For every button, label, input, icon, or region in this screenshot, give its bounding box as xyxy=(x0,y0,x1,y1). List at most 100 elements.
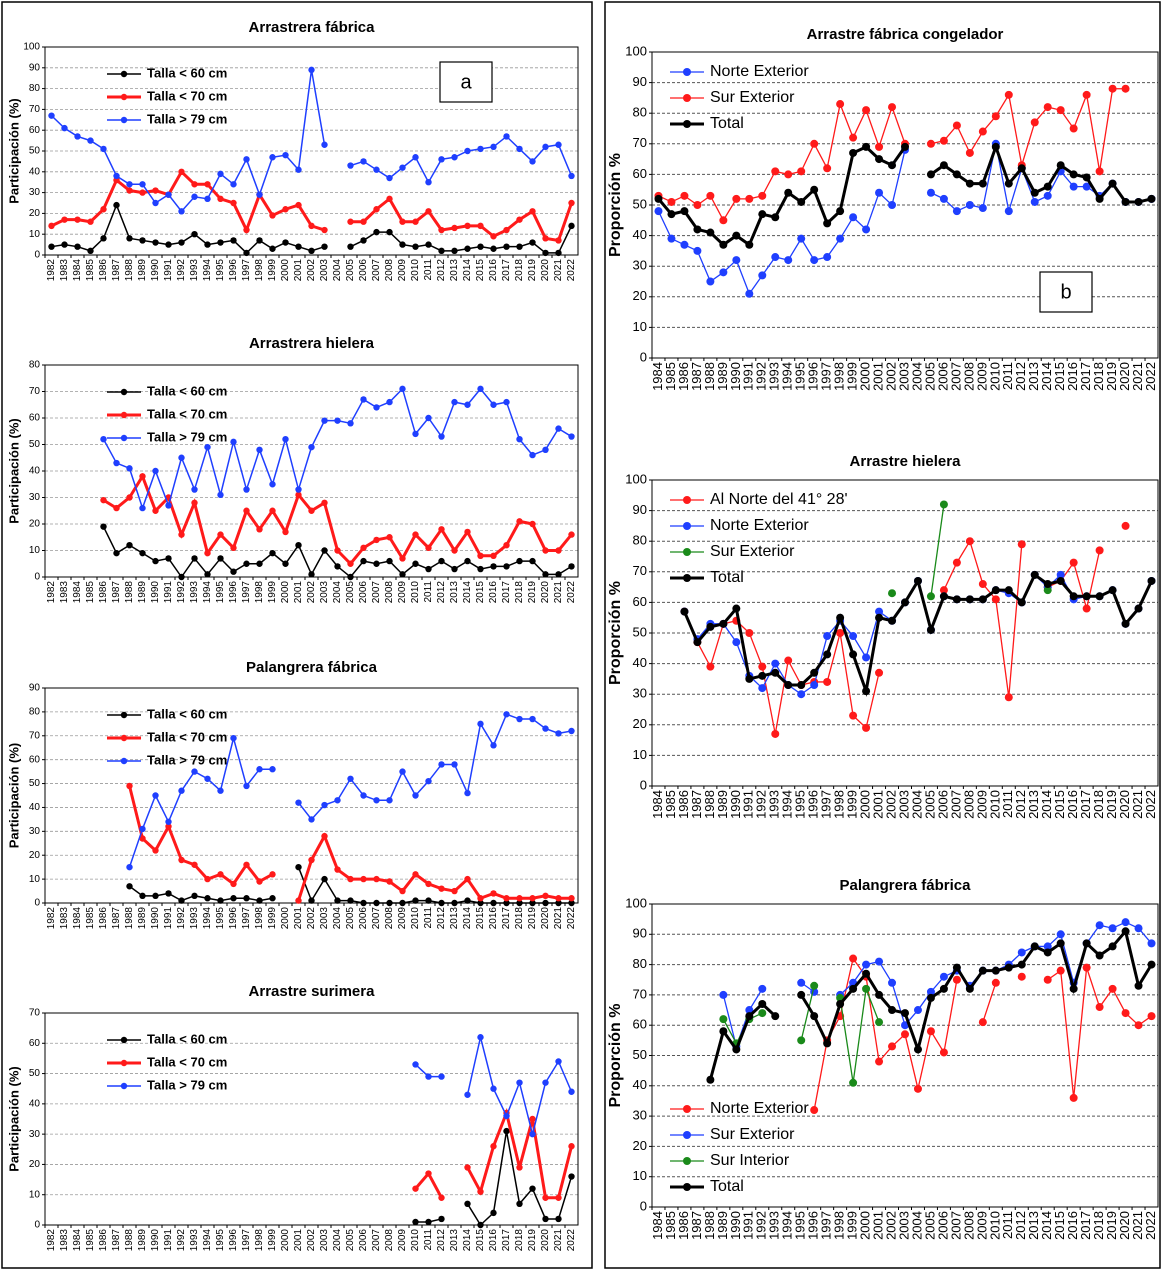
x-tick-label: 1995 xyxy=(215,259,226,282)
legend-marker xyxy=(683,522,691,530)
x-tick-label: 1997 xyxy=(241,1229,252,1252)
x-tick-label: 2009 xyxy=(974,790,989,819)
x-tick-label: 2015 xyxy=(1052,790,1067,819)
y-tick-label: 40 xyxy=(633,227,647,242)
x-tick-label: 2006 xyxy=(358,581,369,604)
x-tick-label: 1997 xyxy=(819,790,834,819)
x-tick-label: 2012 xyxy=(436,1229,447,1252)
data-point xyxy=(516,216,523,223)
data-point xyxy=(1004,693,1013,702)
data-point xyxy=(477,243,484,250)
data-point xyxy=(321,801,328,809)
data-point xyxy=(542,547,549,554)
x-tick-label: 2000 xyxy=(858,790,873,819)
x-tick-label: 2001 xyxy=(870,1211,885,1240)
data-point xyxy=(295,166,302,173)
data-point xyxy=(1069,984,1078,993)
data-point xyxy=(810,185,819,194)
x-tick-label: 2006 xyxy=(935,1211,950,1240)
x-tick-label: 1996 xyxy=(228,907,239,930)
data-point xyxy=(477,1221,484,1229)
y-tick-label: 40 xyxy=(633,1077,647,1092)
x-tick-label: 2022 xyxy=(566,581,577,604)
x-tick-label: 1989 xyxy=(715,790,730,819)
data-point xyxy=(113,504,120,512)
x-tick-label: 2009 xyxy=(397,907,408,930)
plot-frame xyxy=(44,1012,579,1226)
data-point xyxy=(334,563,341,570)
data-point xyxy=(913,576,922,585)
data-point xyxy=(836,613,845,622)
data-point xyxy=(516,557,523,565)
data-point xyxy=(849,711,858,720)
data-point xyxy=(965,984,974,993)
series-line xyxy=(350,135,573,184)
x-tick-label: 2009 xyxy=(397,581,408,604)
data-point xyxy=(836,207,845,216)
data-point xyxy=(412,792,419,799)
data-point xyxy=(373,899,380,907)
data-point xyxy=(888,1006,897,1015)
x-tick-label: 2020 xyxy=(1117,1211,1132,1240)
data-point xyxy=(217,195,224,203)
x-tick-label: 1989 xyxy=(137,259,148,282)
data-point xyxy=(165,241,172,248)
data-point xyxy=(425,1073,432,1080)
plot-frame xyxy=(651,479,1159,787)
x-tick-label: 2013 xyxy=(449,1229,460,1252)
x-tick-label: 2022 xyxy=(1143,362,1158,391)
data-point xyxy=(204,775,211,782)
data-point xyxy=(503,1112,510,1120)
data-point xyxy=(477,565,484,573)
data-point xyxy=(282,560,289,567)
x-tick-label: 2016 xyxy=(488,1229,499,1252)
data-point xyxy=(464,789,471,797)
x-tick-label: 2002 xyxy=(883,362,898,391)
legend-label: Talla < 60 cm xyxy=(147,65,227,80)
data-point xyxy=(758,1009,767,1018)
data-point xyxy=(823,1039,832,1048)
data-point xyxy=(952,207,961,216)
data-point xyxy=(425,208,432,215)
data-point xyxy=(836,999,845,1008)
x-tick-label: 1994 xyxy=(780,362,795,391)
data-point xyxy=(360,875,367,883)
x-tick-label: 1982 xyxy=(46,581,57,604)
data-point xyxy=(152,199,159,207)
data-point xyxy=(360,544,367,552)
data-point xyxy=(139,473,146,480)
data-point xyxy=(542,1215,549,1223)
legend-marker xyxy=(120,711,128,719)
y-tick-label: 50 xyxy=(29,146,41,157)
data-point xyxy=(667,234,676,243)
data-point xyxy=(991,142,1000,151)
series-line xyxy=(722,988,763,1049)
x-tick-label: 2012 xyxy=(1013,1211,1028,1240)
data-point xyxy=(477,222,484,230)
data-point xyxy=(126,494,133,501)
data-point xyxy=(477,720,484,728)
data-point xyxy=(706,191,715,200)
data-point xyxy=(849,954,858,963)
data-point xyxy=(1056,939,1065,948)
x-tick-label: 1998 xyxy=(254,259,265,282)
data-point xyxy=(875,957,884,966)
legend-label: Talla < 70 cm xyxy=(147,88,227,103)
x-tick-label: 2019 xyxy=(1104,362,1119,391)
y-tick-label: 60 xyxy=(29,1038,41,1049)
data-point xyxy=(1147,1012,1156,1021)
data-point xyxy=(464,557,471,565)
data-point xyxy=(849,133,858,142)
data-point xyxy=(451,887,458,895)
data-point xyxy=(1030,197,1039,206)
data-point xyxy=(412,531,419,538)
data-point xyxy=(178,573,185,581)
x-tick-label: 1983 xyxy=(59,907,70,930)
x-tick-label: 2015 xyxy=(1052,1211,1067,1240)
data-point xyxy=(152,187,159,194)
data-point xyxy=(542,235,549,242)
annotation: b xyxy=(1060,281,1071,303)
legend-label: Al Norte del 41° 28' xyxy=(710,491,848,508)
data-point xyxy=(230,199,237,207)
series-line xyxy=(128,785,274,887)
